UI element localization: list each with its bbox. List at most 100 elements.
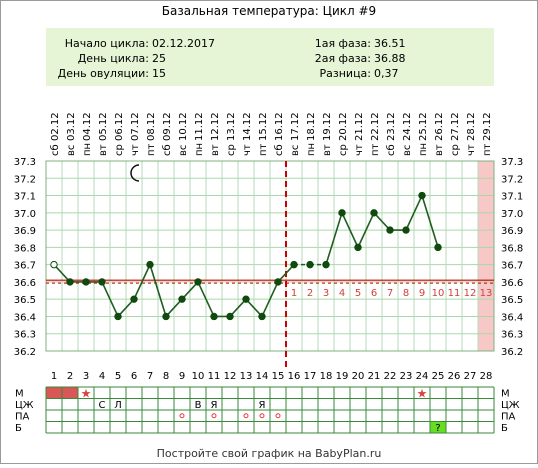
day-number: 24 (416, 371, 429, 382)
weekday-label: сб (386, 144, 397, 156)
date-label: 08.12 (146, 112, 157, 141)
temperature-point (162, 312, 170, 321)
day-number: 1 (51, 371, 57, 382)
menstruation-bar (46, 387, 62, 399)
plot-area: 1 2 3 4 5 6 7 8 9 10 11 12 13 (45, 160, 495, 371)
weekday-label: ср (226, 144, 237, 156)
y-tick-left: 36.4 (14, 312, 36, 323)
date-label: 21.12 (354, 112, 365, 141)
temperature-point (370, 209, 378, 217)
phase2-day-label: 13 (480, 288, 493, 299)
temperature-point (210, 312, 218, 321)
date-label: 22.12 (370, 112, 381, 141)
day-number: 10 (192, 371, 205, 382)
phase2-day-label: 11 (448, 288, 461, 299)
weekday-label: вт (98, 144, 109, 156)
weekday-label: вс (178, 145, 189, 156)
phase2-day-label: 1 (291, 288, 297, 299)
ovulation-day-value: 15 (152, 67, 166, 80)
temperature-point (274, 278, 282, 286)
y-tick-left: 36.5 (14, 295, 36, 306)
temperature-point-open (50, 260, 58, 269)
weekday-label: вт (210, 144, 221, 156)
y-tick-right: 37.1 (501, 192, 523, 203)
y-axis-left: 37.3 37.2 37.1 37.0 36.9 36.8 36.7 36.6 36.5 36.4… (14, 157, 36, 358)
day-number: 14 (256, 371, 269, 382)
day-number: 27 (464, 371, 477, 382)
temperature-point (82, 278, 90, 286)
temperature-point (242, 295, 250, 303)
ovulation-day-label: День овуляции: (58, 67, 149, 80)
date-label: 04.12 (82, 112, 93, 141)
phase1-value: 36.51 (374, 37, 406, 50)
phase2-day-label: 9 (419, 288, 425, 299)
day-number: 6 (131, 371, 137, 382)
date-label: 27.12 (450, 112, 461, 141)
temperature-point (402, 226, 410, 234)
weekday-label: ср (338, 144, 349, 156)
temperature-point (386, 226, 394, 234)
y-tick-left: 36.2 (14, 347, 36, 358)
temperature-segment (101, 281, 119, 317)
phase2-day-label: 4 (339, 288, 345, 299)
y-tick-left: 36.9 (14, 226, 36, 237)
date-label: 07.12 (130, 112, 141, 141)
weekday-label: вс (290, 145, 301, 156)
table-row-label-right: М (501, 389, 510, 400)
temperature-segment (165, 298, 183, 317)
phase2-day-label: 12 (464, 288, 477, 299)
day-numbers: 1 2 3 4 5 6 7 8 9 10 11 12 13 14 15 16 17 18 19 20 21 22 23 24 2… (51, 371, 493, 382)
pa-circle (179, 413, 185, 419)
temperature-point (194, 278, 202, 286)
cycle-day-label: День цикла: (78, 52, 149, 65)
day-number: 18 (320, 371, 333, 382)
weekday-label: сб (162, 144, 173, 156)
pa-circle (259, 413, 265, 419)
temperature-point (146, 260, 154, 269)
footer-text: Постройте свой график на BabyPlan.ru (157, 447, 382, 460)
table-row-label-left: ПА (15, 412, 30, 423)
y-tick-right: 36.6 (501, 278, 523, 289)
y-tick-right: 36.8 (501, 243, 523, 254)
date-label: 14.12 (242, 112, 253, 141)
weekday-label: чт (242, 144, 253, 156)
date-label: 25.12 (418, 112, 429, 141)
cycle-start-value: 02.12.2017 (152, 37, 215, 50)
phase1-label: 1ая фаза: (315, 37, 371, 50)
temperature-point (418, 191, 426, 200)
date-label: 20.12 (338, 112, 349, 141)
temperature-point (98, 278, 106, 286)
y-tick-left: 37.2 (14, 174, 36, 185)
day-number: 26 (448, 371, 461, 382)
difference-value: 0,37 (374, 67, 399, 80)
date-label: 26.12 (434, 112, 445, 141)
weekday-label: пн (194, 143, 205, 156)
tszh-cell-text: Я (259, 400, 266, 411)
date-label: 02.12 (50, 112, 61, 141)
date-label: 13.12 (226, 112, 237, 141)
moon-icon-shape (130, 164, 140, 182)
date-label: 16.12 (274, 112, 285, 141)
plot-border (45, 160, 495, 352)
weekday-label: чт (130, 144, 141, 156)
table-row-label-left: ЦЖ (15, 400, 34, 411)
temperature-segment (181, 281, 199, 300)
day-number: 2 (67, 371, 73, 382)
temperature-point (322, 260, 330, 269)
phase2-day-label: 8 (403, 288, 409, 299)
star-icon: ★ (81, 387, 92, 401)
b-green-cell-text: ? (435, 423, 440, 434)
temperature-segment (117, 298, 135, 317)
weekday-label: сб (50, 144, 61, 156)
y-axis-right: 37.3 37.2 37.1 37.0 36.9 36.8 36.7 36.6 36.5 36.4… (501, 157, 523, 358)
temperature-segment (373, 212, 391, 231)
pa-circle (243, 413, 249, 419)
table-row-label-right: ПА (501, 412, 516, 423)
y-tick-right: 36.7 (501, 261, 523, 272)
weekday-label: пн (418, 143, 429, 156)
y-tick-left: 37.3 (14, 157, 36, 168)
y-tick-right: 37.2 (501, 174, 523, 185)
temperature-segment (421, 195, 439, 248)
day-number: 13 (240, 371, 253, 382)
